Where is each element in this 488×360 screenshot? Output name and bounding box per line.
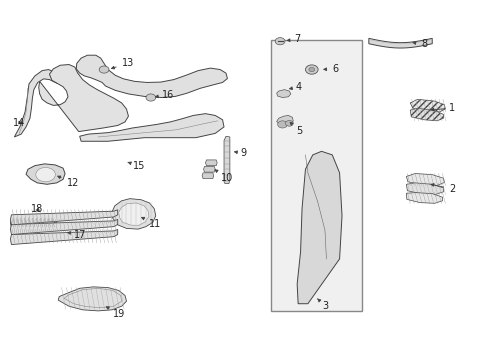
Polygon shape <box>10 229 118 244</box>
Circle shape <box>277 121 287 128</box>
Text: 7: 7 <box>286 35 300 44</box>
Circle shape <box>36 167 55 182</box>
Text: 17: 17 <box>67 230 86 239</box>
Bar <box>271 40 361 311</box>
Polygon shape <box>39 64 128 132</box>
Polygon shape <box>406 183 443 194</box>
Text: 10: 10 <box>215 170 233 183</box>
Circle shape <box>275 38 285 45</box>
Text: 15: 15 <box>127 161 145 171</box>
Circle shape <box>308 67 314 72</box>
Text: 18: 18 <box>31 204 43 214</box>
Text: 11: 11 <box>142 217 162 229</box>
Polygon shape <box>297 151 341 304</box>
Polygon shape <box>409 108 443 121</box>
Polygon shape <box>406 174 444 185</box>
Polygon shape <box>80 114 224 141</box>
Text: 5: 5 <box>289 122 301 135</box>
Text: 19: 19 <box>106 307 125 319</box>
Polygon shape <box>409 99 445 112</box>
Polygon shape <box>119 203 149 225</box>
Polygon shape <box>10 210 118 225</box>
Polygon shape <box>224 136 229 184</box>
Text: 9: 9 <box>234 148 246 158</box>
Text: 12: 12 <box>58 176 79 188</box>
Polygon shape <box>406 193 442 203</box>
Polygon shape <box>368 39 431 48</box>
Circle shape <box>99 66 109 73</box>
Text: 1: 1 <box>430 103 454 113</box>
Polygon shape <box>14 69 59 137</box>
Text: 16: 16 <box>155 90 174 100</box>
Circle shape <box>146 94 156 101</box>
Polygon shape <box>276 116 293 126</box>
Polygon shape <box>58 287 126 311</box>
Circle shape <box>305 65 318 74</box>
Polygon shape <box>276 90 290 98</box>
Text: 6: 6 <box>323 64 338 74</box>
Polygon shape <box>203 166 215 172</box>
Text: 4: 4 <box>289 82 301 92</box>
Polygon shape <box>76 55 227 98</box>
Text: 13: 13 <box>111 58 134 69</box>
Polygon shape <box>10 220 118 234</box>
Polygon shape <box>112 199 156 229</box>
Polygon shape <box>26 164 65 184</box>
Text: 14: 14 <box>13 118 25 128</box>
Circle shape <box>285 121 293 126</box>
Text: 8: 8 <box>412 40 426 49</box>
Polygon shape <box>202 173 213 179</box>
Polygon shape <box>205 160 217 166</box>
Text: 2: 2 <box>430 184 455 194</box>
Text: 3: 3 <box>317 299 328 311</box>
Polygon shape <box>10 217 57 227</box>
